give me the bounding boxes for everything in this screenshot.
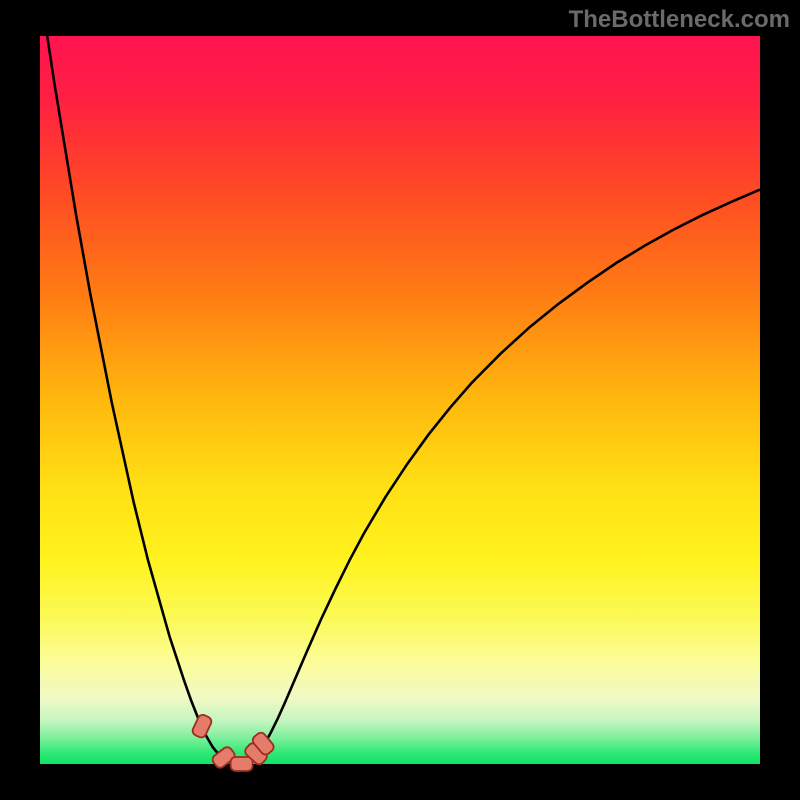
chart-plot-bg <box>40 36 760 764</box>
watermark-text: TheBottleneck.com <box>569 6 790 34</box>
bottleneck-chart <box>0 0 800 800</box>
stage: TheBottleneck.com <box>0 0 800 800</box>
marker <box>231 757 253 771</box>
